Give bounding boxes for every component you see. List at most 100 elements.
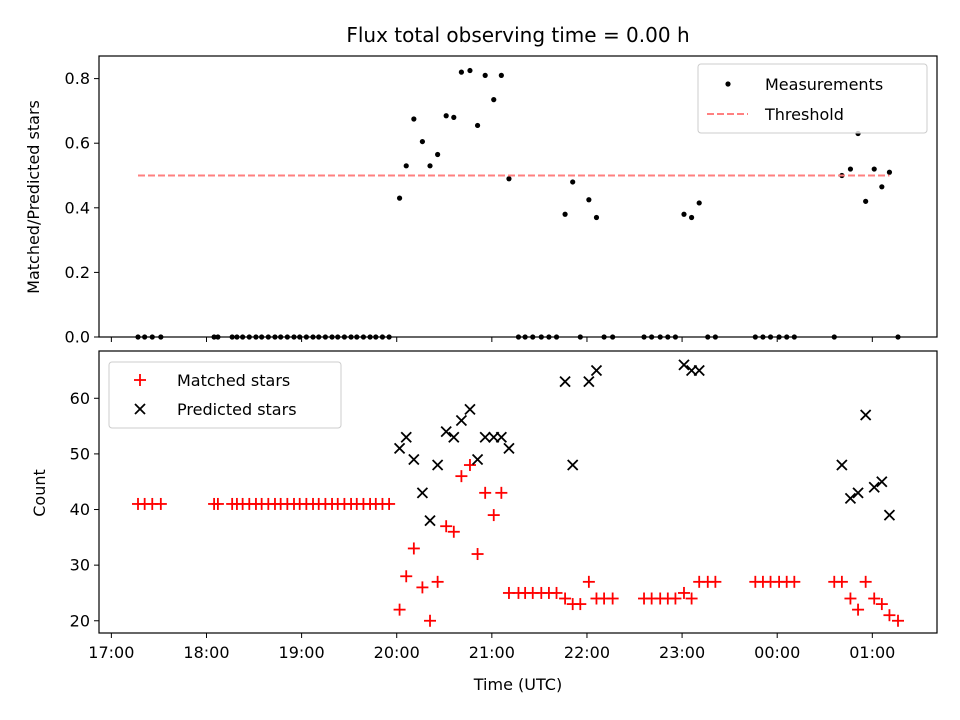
bottom-plot-area (131, 359, 905, 627)
top-x-ticks (110, 337, 873, 342)
predicted-stars-point (455, 414, 468, 427)
predicted-stars-point (876, 476, 888, 488)
bottom-y-ticks: 20 30 40 50 60 (70, 389, 99, 630)
bottom-axes-frame (98, 350, 938, 634)
matched-stars-point (211, 497, 224, 510)
matched-stars-point (550, 586, 563, 599)
top-axes-frame (98, 55, 938, 338)
bottom-x-ticks: 17:00 18:00 19:00 20:00 21:00 22:00 23:00 00:00… (88, 633, 895, 662)
predicted-stars-point (448, 431, 460, 443)
matched-stars-point (574, 598, 587, 611)
x-tick-label: 00:00 (754, 643, 800, 662)
matched-stars-point (669, 592, 682, 605)
bottom-y-tick-label: 60 (70, 389, 90, 408)
matched-stars-point (844, 592, 857, 605)
predicted-stars-point (416, 487, 429, 499)
bottom-y-tick-label: 30 (70, 556, 90, 575)
matched-stars-point (788, 575, 801, 588)
legend-matched-label: Matched stars (177, 371, 290, 390)
measurement-point (474, 122, 481, 129)
matched-stars-point (868, 592, 881, 605)
matched-stars-point (606, 592, 619, 605)
matched-stars-point (463, 459, 476, 472)
legend-matched-marker (134, 374, 146, 386)
predicted-stars-point (844, 492, 857, 505)
matched-stars-point (495, 486, 508, 499)
top-y-ticks: 0.0 0.2 0.4 0.6 0.8 (65, 69, 99, 347)
predicted-stars-point (479, 431, 491, 443)
measurement-point (681, 211, 687, 217)
matched-stars-point (559, 592, 572, 605)
bottom-legend-box (108, 361, 342, 429)
bottom-panel: 20 30 40 50 60 17:00 18:00 19:00 20:00 21:00 22:0… (30, 350, 938, 694)
predicted-stars-point (431, 459, 444, 471)
matched-stars-point (852, 603, 865, 616)
measurement-point (593, 214, 600, 221)
matched-stars-point (709, 575, 722, 588)
x-tick-label: 18:00 (183, 643, 229, 662)
top-legend: Measurements Threshold (697, 63, 928, 134)
matched-stars-point (479, 486, 492, 499)
top-y-tick-label: 0.8 (65, 69, 90, 88)
measurement-point (498, 72, 504, 78)
measurement-point (491, 97, 497, 103)
matched-stars-point (424, 614, 437, 627)
matched-stars-point (431, 575, 444, 588)
top-y-tick-label: 0.6 (65, 134, 90, 153)
matched-stars-point (407, 542, 420, 555)
measurement-point (458, 69, 465, 75)
predicted-stars-point (408, 453, 420, 466)
predicted-stars-point (693, 364, 705, 377)
matched-stars-point (383, 497, 396, 510)
legend-predicted-label: Predicted stars (177, 400, 297, 419)
matched-stars-point (455, 470, 468, 483)
x-tick-label: 20:00 (374, 643, 420, 662)
measurement-point (847, 166, 854, 172)
predicted-stars-point (583, 375, 595, 388)
matched-stars-point (883, 609, 896, 622)
bottom-y-tick-label: 40 (70, 500, 90, 519)
measurement-point (419, 138, 426, 145)
matched-stars-point (400, 570, 413, 583)
x-tick-label: 19:00 (279, 643, 325, 662)
predicted-stars-point (559, 375, 571, 388)
measurement-point (403, 163, 409, 169)
top-y-tick-label: 0.4 (65, 198, 90, 217)
matched-stars-point (487, 509, 500, 522)
predicted-stars-point (883, 509, 896, 521)
legend-predicted-marker (134, 403, 146, 415)
matched-stars-point (471, 548, 484, 561)
measurement-point (396, 195, 403, 201)
predicted-stars-point (590, 364, 603, 377)
predicted-stars-point (424, 515, 436, 527)
measurement-point (467, 67, 473, 74)
measurement-point (435, 151, 441, 158)
measurement-point (506, 176, 512, 182)
legend-measurements-label: Measurements (765, 75, 883, 94)
measurement-point (451, 114, 457, 120)
predicted-stars-point (400, 431, 412, 443)
measurement-point (871, 166, 877, 172)
x-axis-label: Time (UTC) (473, 675, 562, 694)
matched-stars-point (685, 592, 698, 605)
measurement-point (482, 72, 488, 78)
measurement-point (562, 211, 568, 217)
predicted-stars-point (464, 403, 476, 416)
measurement-point (879, 184, 885, 190)
measurement-point (696, 200, 702, 206)
top-panel: 0.00.20.40.60.8 Matched/Predicted stars … (24, 55, 938, 347)
predicted-stars-point (852, 487, 864, 499)
legend-measurements-marker (725, 81, 731, 87)
legend-threshold-label: Threshold (764, 105, 844, 124)
predicted-stars-point (503, 442, 515, 454)
top-y-axis-label: Matched/Predicted stars (24, 100, 43, 294)
matched-stars-point (859, 575, 872, 588)
measurement-point (688, 214, 695, 221)
x-tick-label: 23:00 (659, 643, 705, 662)
measurement-point (570, 179, 576, 185)
bottom-y-axis-label: Count (30, 469, 49, 517)
predicted-stars-point (471, 453, 484, 466)
bottom-y-tick-label: 20 (70, 611, 90, 630)
predicted-stars-point (836, 459, 848, 471)
